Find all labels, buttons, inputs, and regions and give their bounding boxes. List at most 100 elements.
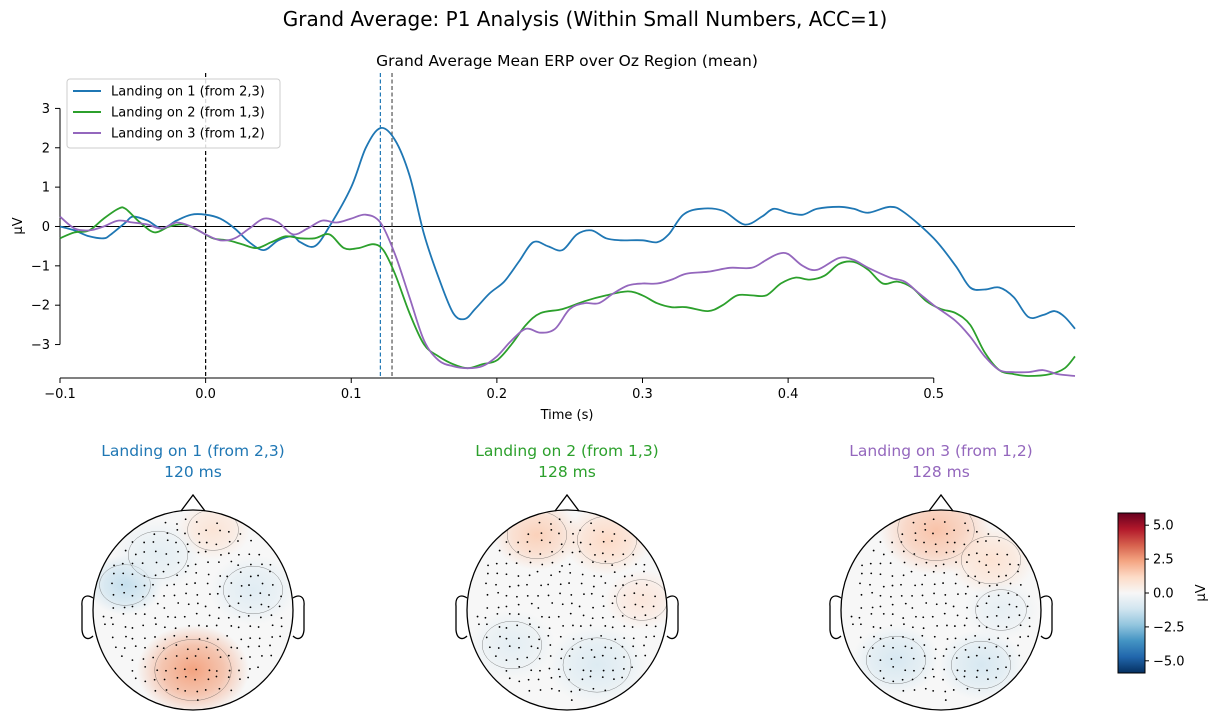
sensor-dot xyxy=(984,647,987,649)
sensor-dot xyxy=(964,522,966,525)
sensor-dot xyxy=(645,636,648,638)
sensor-dot xyxy=(174,627,177,630)
sensor-dot xyxy=(206,637,209,640)
sensor-dot xyxy=(978,625,981,627)
sensor-dot xyxy=(987,678,989,681)
y-tick-label: 1 xyxy=(42,181,50,196)
sensor-dot xyxy=(237,602,240,605)
sensor-dot xyxy=(505,541,508,543)
sensor-dot xyxy=(187,550,190,553)
sensor-dot xyxy=(238,616,241,618)
sensor-dot xyxy=(592,606,594,609)
field-blob xyxy=(937,630,1025,700)
sensor-dot xyxy=(901,678,904,681)
sensor-dot xyxy=(654,595,656,598)
field-blob xyxy=(604,570,667,630)
sensor-dot xyxy=(914,584,917,587)
sensor-dot xyxy=(978,646,981,649)
sensor-dot xyxy=(1006,637,1009,640)
sensor-dot xyxy=(925,602,928,604)
field-blob xyxy=(114,520,202,590)
sensor-dot xyxy=(904,602,907,605)
sensor-dot xyxy=(205,625,208,627)
sensor-dot xyxy=(215,543,218,546)
sensor-dot xyxy=(623,575,626,578)
sensor-dot xyxy=(562,625,565,627)
sensor-dot xyxy=(902,617,905,619)
sensor-dot xyxy=(558,532,560,535)
sensor-dot xyxy=(505,562,508,565)
sensor-dot xyxy=(208,669,211,672)
sensor-dot xyxy=(922,616,925,619)
sensor-dot xyxy=(579,541,582,544)
sensor-dot xyxy=(215,624,218,627)
sensor-dot xyxy=(517,613,520,616)
sensor-dot xyxy=(215,670,218,672)
sensor-dot xyxy=(593,656,596,659)
sensor-dot xyxy=(987,533,990,535)
sensor-dot xyxy=(891,603,894,606)
sensor-dot xyxy=(635,655,637,657)
sensor-dot xyxy=(261,582,264,585)
sensor-dot xyxy=(975,552,978,555)
sensor-dot xyxy=(131,594,134,597)
sensor-dot xyxy=(236,647,239,649)
sensor-dot xyxy=(1026,605,1029,608)
sensor-dot xyxy=(227,552,230,555)
sensor-dot xyxy=(194,582,196,584)
sensor-dot xyxy=(910,570,913,573)
sensor-dot xyxy=(505,659,508,662)
sensor-dot xyxy=(227,595,230,598)
sensor-dot xyxy=(271,624,274,627)
sensor-dot xyxy=(634,603,637,606)
erp-panel: Grand Average Mean ERP over Oz Region (m… xyxy=(11,52,1076,423)
sensor-dot xyxy=(110,616,113,619)
sensor-dot xyxy=(1017,644,1019,647)
sensor-dot xyxy=(642,594,644,596)
sensor-dot xyxy=(123,591,126,594)
sensor-dot xyxy=(216,592,219,595)
sensor-dot xyxy=(568,582,570,584)
sensor-dot xyxy=(892,680,895,683)
sensor-dot xyxy=(891,575,894,577)
sensor-dot xyxy=(114,646,117,649)
sensor-dot xyxy=(871,606,874,609)
sensor-dot xyxy=(497,591,500,594)
sensor-dot xyxy=(495,562,498,565)
sensor-dot xyxy=(621,614,624,617)
sensor-dot xyxy=(195,612,198,615)
sensor-dot xyxy=(166,584,169,587)
sensor-dot xyxy=(217,617,220,620)
sensor-dot xyxy=(902,636,904,638)
sensor-dot xyxy=(561,550,564,553)
sensor-dot xyxy=(498,626,501,628)
head-outline xyxy=(840,509,1042,711)
sensor-dot xyxy=(579,529,581,532)
sensor-dot xyxy=(218,585,221,588)
sensor-dot xyxy=(155,623,157,626)
sensor-dot xyxy=(198,624,200,627)
sensor-dot xyxy=(966,606,968,609)
sensor-dot xyxy=(518,646,520,649)
sensor-dot xyxy=(879,659,882,662)
sensor-dot xyxy=(280,625,283,628)
sensor-dot xyxy=(931,668,934,671)
sensor-dot xyxy=(572,532,574,535)
sensor-dot xyxy=(922,667,925,670)
y-tick-label: 2 xyxy=(42,141,50,156)
sensor-dot xyxy=(144,665,147,668)
sensor-dot xyxy=(226,575,229,578)
sensor-dot xyxy=(852,623,854,626)
sensor-dot xyxy=(604,689,607,692)
erp-lines xyxy=(59,127,1076,377)
sensor-dot xyxy=(570,699,573,701)
sensor-dot xyxy=(258,645,261,648)
sensor-dot xyxy=(1028,617,1031,619)
sensor-dot xyxy=(269,563,272,566)
sensor-dot xyxy=(997,625,1000,628)
sensor-dot xyxy=(590,592,593,595)
sensor-dot xyxy=(974,634,977,637)
sensor-dot xyxy=(165,553,168,555)
sensor-dot xyxy=(497,647,500,649)
sensor-dot xyxy=(540,584,543,587)
